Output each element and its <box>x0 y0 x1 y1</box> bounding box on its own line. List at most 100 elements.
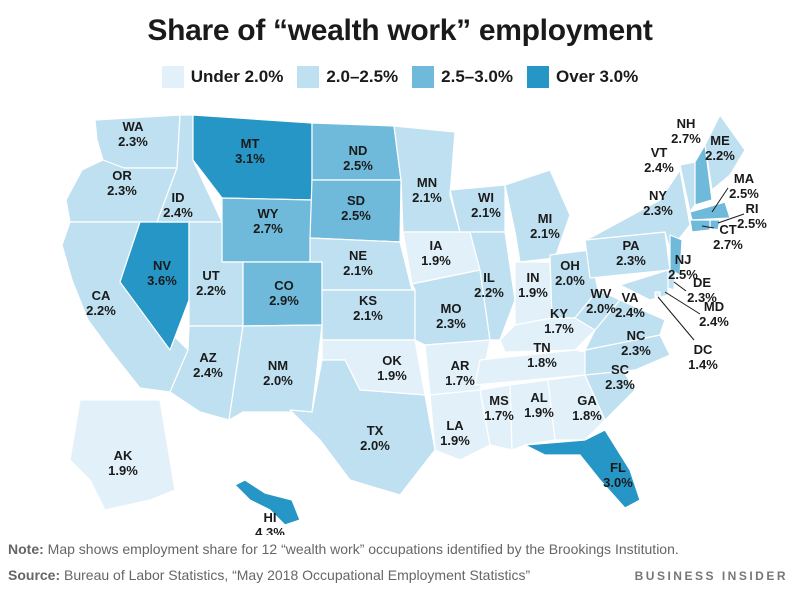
map-title: Share of “wealth work” employment <box>147 14 653 47</box>
state-value-mi: 2.1% <box>530 226 560 241</box>
state-value-nj: 2.5% <box>668 267 698 282</box>
state-code-mo: MO <box>441 301 462 316</box>
state-value-tn: 1.8% <box>527 355 557 370</box>
state-code-co: CO <box>274 278 294 293</box>
note-text: Map shows employment share for 12 “wealt… <box>43 541 679 557</box>
legend-label: 2.5–3.0% <box>441 67 514 86</box>
state-value-vt: 2.4% <box>644 160 674 175</box>
state-ak <box>69 399 176 511</box>
state-ny <box>584 169 691 251</box>
state-code-ct: CT <box>719 222 736 237</box>
state-nh <box>694 144 713 206</box>
leader-line <box>717 213 745 224</box>
state-value-me: 2.2% <box>705 148 735 163</box>
state-code-mn: MN <box>417 175 437 190</box>
state-value-co: 2.9% <box>269 293 299 308</box>
state-me <box>704 114 746 191</box>
legend-label: Under 2.0% <box>190 67 284 86</box>
state-code-wy: WY <box>258 206 279 221</box>
state-dc <box>654 291 661 298</box>
legend-swatch <box>161 66 184 88</box>
leader-line <box>673 281 687 292</box>
state-code-nh: NH <box>677 116 696 131</box>
us-choropleth-map: WA2.3%OR2.3%CA2.2%NV3.6%ID2.4%MT3.1%WY2.… <box>61 114 767 535</box>
state-code-dc: DC <box>694 342 713 357</box>
state-hi <box>234 479 301 526</box>
state-code-mt: MT <box>241 136 260 151</box>
state-code-wa: WA <box>123 119 145 134</box>
state-code-il: IL <box>483 270 495 285</box>
source: Source: Bureau of Labor Statistics, “May… <box>8 567 530 583</box>
state-nj <box>669 234 683 276</box>
state-code-az: AZ <box>199 350 216 365</box>
state-value-va: 2.4% <box>615 305 645 320</box>
state-code-ks: KS <box>359 293 377 308</box>
state-code-la: LA <box>446 418 464 433</box>
state-ct <box>689 219 711 233</box>
state-code-de: DE <box>693 275 711 290</box>
state-code-al: AL <box>530 390 547 405</box>
state-value-ca: 2.2% <box>86 303 116 318</box>
state-code-sc: SC <box>611 362 630 377</box>
state-code-ma: MA <box>734 171 755 186</box>
state-value-oh: 2.0% <box>555 273 585 288</box>
state-value-ks: 2.1% <box>353 308 383 323</box>
state-value-pa: 2.3% <box>616 253 646 268</box>
state-value-il: 2.2% <box>474 285 504 300</box>
state-code-ut: UT <box>202 268 219 283</box>
legend-swatch <box>412 66 435 88</box>
state-value-ms: 1.7% <box>484 408 514 423</box>
leader-line <box>657 296 695 341</box>
state-value-ma: 2.5% <box>729 186 759 201</box>
state-value-md: 2.4% <box>699 314 729 329</box>
state-code-nv: NV <box>153 258 171 273</box>
legend-label: 2.0–2.5% <box>326 67 399 86</box>
state-code-vt: VT <box>651 145 668 160</box>
state-value-wi: 2.1% <box>471 205 501 220</box>
state-code-hi: HI <box>264 510 277 525</box>
state-value-ut: 2.2% <box>196 283 226 298</box>
legend-label: Over 3.0% <box>556 67 639 86</box>
leader-line <box>701 225 715 229</box>
state-nm <box>228 324 323 421</box>
state-value-ri: 2.5% <box>737 216 767 231</box>
state-code-ca: CA <box>92 288 111 303</box>
state-code-id: ID <box>172 190 185 205</box>
state-code-ga: GA <box>577 393 597 408</box>
legend-item-under-2: Under 2.0% <box>161 66 284 88</box>
state-ma <box>689 201 731 221</box>
state-al <box>509 379 556 451</box>
state-code-fl: FL <box>610 460 626 475</box>
state-value-al: 1.9% <box>524 405 554 420</box>
source-text: Bureau of Labor Statistics, “May 2018 Oc… <box>60 567 531 583</box>
state-tx <box>289 359 436 496</box>
state-code-sd: SD <box>347 193 365 208</box>
legend-item-2-to-2.5: 2.0–2.5% <box>297 66 398 88</box>
state-code-ar: AR <box>451 358 470 373</box>
legend-swatch <box>297 66 320 88</box>
state-value-sd: 2.5% <box>341 208 371 223</box>
state-value-ok: 1.9% <box>377 368 407 383</box>
state-la <box>429 389 491 461</box>
state-code-md: MD <box>704 299 724 314</box>
state-code-pa: PA <box>622 238 640 253</box>
legend-swatch <box>527 66 550 88</box>
state-value-nc: 2.3% <box>621 343 651 358</box>
state-code-me: ME <box>710 133 730 148</box>
state-code-ne: NE <box>349 248 367 263</box>
state-value-de: 2.3% <box>687 290 717 305</box>
state-code-nd: ND <box>349 143 368 158</box>
state-code-ri: RI <box>746 201 759 216</box>
state-code-mi: MI <box>538 211 552 226</box>
state-value-nv: 3.6% <box>147 273 177 288</box>
state-value-sc: 2.3% <box>605 377 635 392</box>
state-value-ky: 1.7% <box>544 321 574 336</box>
state-value-fl: 3.0% <box>603 475 633 490</box>
leader-line <box>711 187 729 213</box>
state-value-wv: 2.0% <box>586 301 616 316</box>
state-value-ar: 1.7% <box>445 373 475 388</box>
state-code-va: VA <box>621 290 639 305</box>
state-code-in: IN <box>527 270 540 285</box>
state-code-wi: WI <box>478 190 494 205</box>
state-code-or: OR <box>112 168 132 183</box>
